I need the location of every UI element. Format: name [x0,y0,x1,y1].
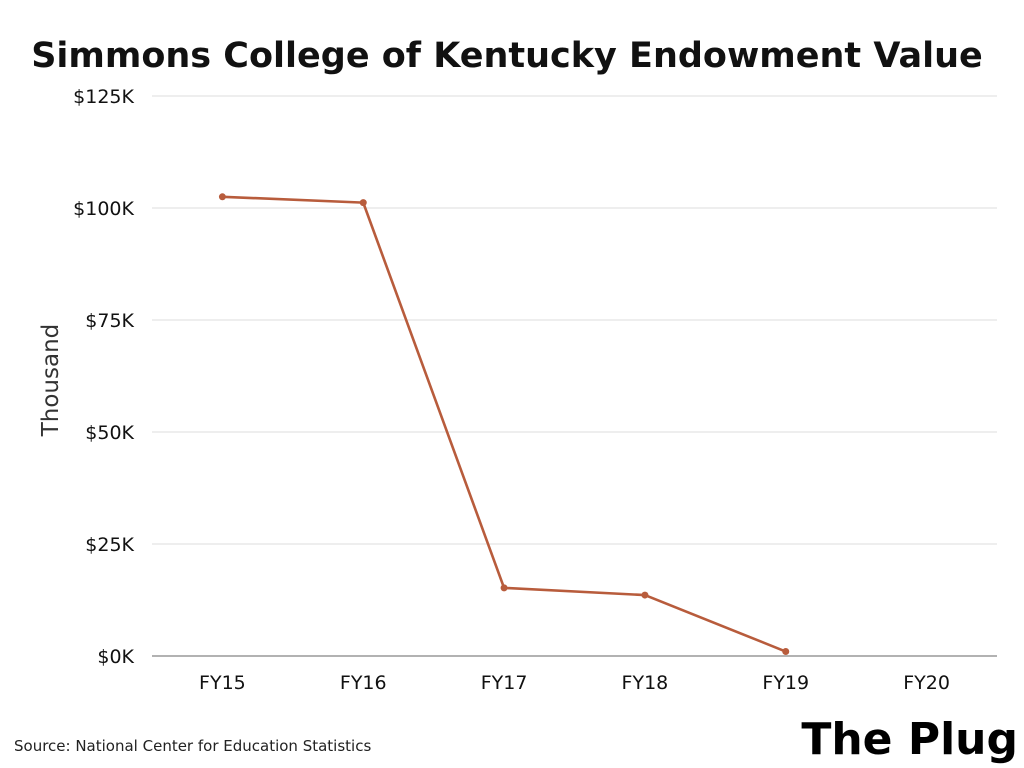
series-line [221,195,788,653]
y-tick-label: $50K [85,422,134,444]
x-tick-label: FY17 [481,672,528,694]
y-tick-label: $25K [85,534,134,556]
y-tick-label: $100K [73,198,134,220]
data-point-fy18 [641,591,649,599]
x-tick-label: FY18 [622,672,669,694]
data-point-fy19 [782,648,790,656]
y-tick-label: $125K [73,86,134,108]
y-tick-label: $0K [97,646,134,668]
data-point-fy16 [359,199,367,207]
series-lines [221,195,788,653]
data-points [218,193,790,656]
source-note: Source: National Center for Education St… [14,737,371,755]
y-axis-label: Thousand [38,324,64,438]
x-tick-label: FY20 [903,672,950,694]
gridlines [152,95,997,657]
y-tick-labels: $0K $25K $50K $75K $100K $125K [73,86,134,668]
x-tick-label: FY15 [199,672,246,694]
data-point-fy15 [218,193,226,201]
y-tick-label: $75K [85,310,134,332]
brand-logo: The Plug [801,714,1018,765]
chart-title: Simmons College of Kentucky Endowment Va… [31,36,983,76]
data-point-fy17 [500,584,508,592]
x-tick-label: FY16 [340,672,387,694]
x-tick-labels: FY15 FY16 FY17 FY18 FY19 FY20 [199,672,950,694]
x-tick-label: FY19 [762,672,809,694]
